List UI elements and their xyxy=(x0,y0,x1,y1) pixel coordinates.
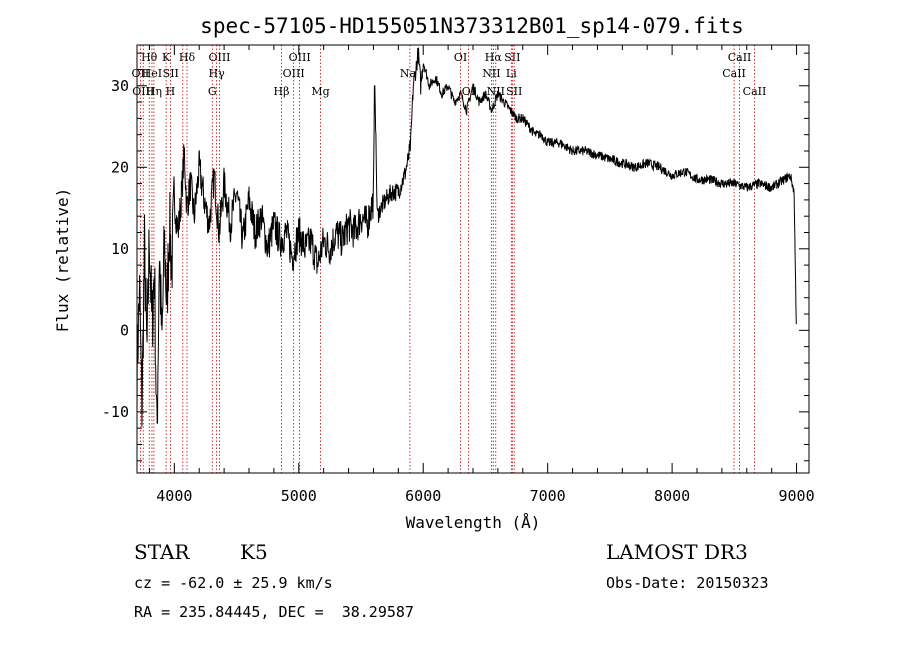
object-class: STAR xyxy=(134,540,190,564)
line-marker-label-13: OIII xyxy=(289,51,311,64)
x-tick-label-1: 5000 xyxy=(281,487,317,505)
object-subclass: K5 xyxy=(240,540,268,564)
line-marker-label-6: H xyxy=(166,85,176,98)
x-tick-label-2: 6000 xyxy=(405,487,441,505)
y-tick-label-2: 10 xyxy=(111,240,129,258)
line-marker-label-10: Hγ xyxy=(209,67,226,80)
line-marker-label-11: G xyxy=(208,85,217,98)
line-marker-label-0: Hθ xyxy=(141,51,158,64)
plot-frame xyxy=(136,44,810,474)
y-tick-label-0: -10 xyxy=(102,403,129,421)
y-axis-label: Flux (relative) xyxy=(53,188,72,333)
x-tick-label-0: 4000 xyxy=(156,487,192,505)
axis-ticks: 4000 5000 6000 7000 8000 9000 -10 0 10 20 30 xyxy=(102,45,815,505)
line-marker-label-22: SII xyxy=(504,51,520,64)
x-tick-label-3: 7000 xyxy=(530,487,566,505)
line-marker-label-16: Na xyxy=(400,67,417,80)
line-marker-label-25: CaII xyxy=(728,51,752,64)
survey-name: LAMOST DR3 xyxy=(606,540,748,564)
redshift-velocity: cz = -62.0 ± 25.9 km/s xyxy=(134,574,333,592)
line-marker-label-1: OII xyxy=(132,67,150,80)
line-marker-label-23: Li xyxy=(506,67,517,80)
line-marker-label-8: Hδ xyxy=(179,51,196,64)
y-tick-label-4: 30 xyxy=(111,77,129,95)
x-tick-label-4: 8000 xyxy=(654,487,690,505)
line-marker-label-19: Hα xyxy=(485,51,503,64)
line-marker-label-7: SII xyxy=(163,67,179,80)
line-marker-label-3: OIII xyxy=(132,85,154,98)
line-marker-label-26: CaII xyxy=(722,67,746,80)
line-marker-label-17: OI xyxy=(454,51,467,64)
line-marker-label-4: Hη xyxy=(146,85,162,98)
y-tick-label-1: 0 xyxy=(120,321,129,339)
flux-line xyxy=(136,47,797,427)
chart-title: spec-57105-HD155051N373312B01_sp14-079.f… xyxy=(200,14,744,38)
flux-series xyxy=(136,47,797,427)
y-tick-label-3: 20 xyxy=(111,158,129,176)
observation-date: Obs-Date: 20150323 xyxy=(606,574,769,592)
line-marker-label-24: SII xyxy=(506,85,522,98)
sky-coordinates: RA = 235.84445, DEC = 38.29587 xyxy=(134,603,414,621)
x-axis-label: Wavelength (Å) xyxy=(406,513,541,532)
line-marker-label-2: HeI xyxy=(142,67,162,80)
line-marker-label-20: NII xyxy=(482,67,500,80)
line-marker-label-27: CaII xyxy=(743,85,767,98)
line-marker-label-14: OIII xyxy=(283,67,305,80)
line-marker-label-15: Mg xyxy=(311,85,329,98)
line-marker-label-12: Hβ xyxy=(274,85,290,98)
line-marker-label-9: OIII xyxy=(208,51,230,64)
x-tick-label-5: 9000 xyxy=(778,487,814,505)
line-marker-label-5: K xyxy=(162,51,171,64)
